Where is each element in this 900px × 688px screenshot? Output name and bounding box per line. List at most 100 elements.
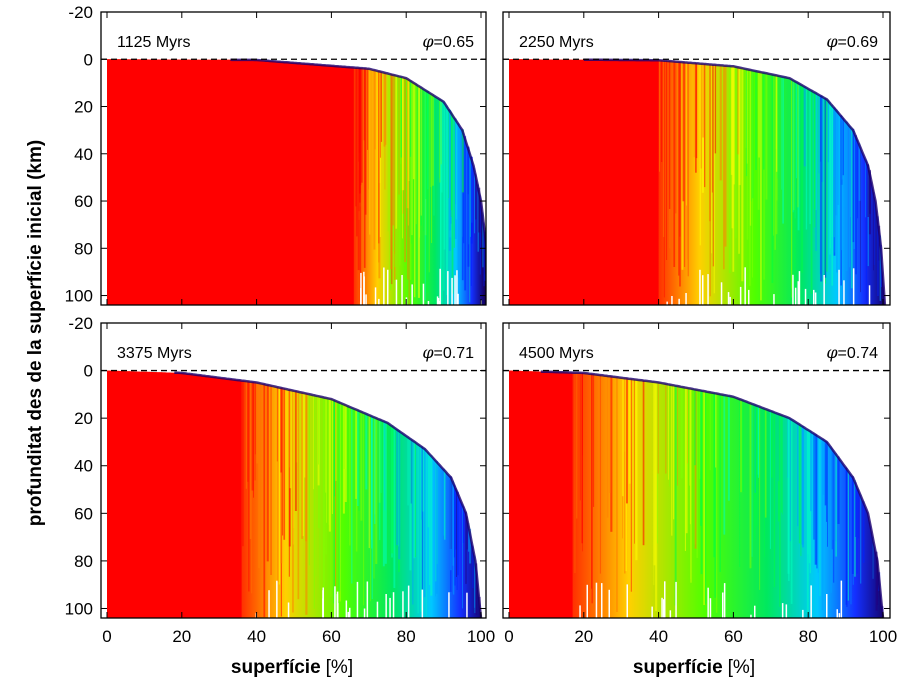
- streak: [671, 384, 673, 536]
- streak: [467, 146, 470, 267]
- streak: [813, 433, 815, 540]
- streak: [782, 415, 783, 515]
- streak: [832, 449, 834, 540]
- streak: [423, 89, 425, 232]
- white-gap: [813, 289, 815, 305]
- streak: [479, 195, 481, 275]
- white-gap: [347, 611, 349, 618]
- streak: [482, 212, 484, 268]
- y-tick-label: 80: [74, 239, 93, 258]
- white-gap: [385, 594, 387, 618]
- streak: [879, 235, 882, 301]
- streak: [358, 410, 360, 511]
- streak: [666, 60, 668, 260]
- streak: [414, 83, 416, 298]
- streak: [242, 380, 244, 547]
- streak: [800, 425, 802, 557]
- streak: [764, 408, 767, 518]
- streak: [801, 425, 804, 545]
- streak: [363, 68, 366, 268]
- streak: [695, 63, 698, 159]
- streak: [488, 274, 490, 286]
- streak: [443, 101, 446, 250]
- streak: [288, 389, 290, 468]
- x-tick-label: 80: [397, 627, 416, 646]
- white-gap: [651, 606, 653, 618]
- streak: [858, 143, 861, 201]
- streak: [319, 396, 321, 589]
- streak: [351, 407, 353, 584]
- white-gap: [814, 292, 817, 305]
- streak: [765, 73, 768, 200]
- phi-value: =0.65: [434, 34, 475, 51]
- panel-phi-label: φ=0.74: [826, 343, 878, 362]
- streak: [430, 455, 433, 596]
- streak: [440, 99, 441, 300]
- white-gap: [729, 296, 731, 305]
- streak: [378, 71, 380, 244]
- streak: [764, 408, 765, 557]
- white-gap: [349, 607, 351, 618]
- streak: [792, 80, 794, 213]
- x-axis-unit-right: [%]: [728, 657, 755, 678]
- streak: [474, 168, 476, 234]
- streak: [278, 387, 281, 585]
- white-gap: [411, 284, 413, 305]
- streak: [393, 427, 396, 588]
- streak: [715, 393, 718, 613]
- streak: [251, 381, 253, 594]
- unmixed-region: [107, 59, 354, 305]
- streak: [468, 523, 470, 552]
- y-tick-label: 20: [74, 98, 93, 117]
- streak: [248, 381, 250, 592]
- streak: [598, 374, 600, 616]
- white-gap: [389, 597, 391, 618]
- streak: [414, 442, 416, 558]
- streak: [371, 415, 373, 540]
- surface-rim: [174, 371, 483, 618]
- streak: [401, 77, 405, 191]
- white-gap: [376, 601, 379, 618]
- streak: [850, 127, 853, 289]
- white-gap: [438, 301, 440, 305]
- white-gap: [664, 581, 666, 618]
- streak: [719, 394, 721, 572]
- white-gap: [439, 268, 441, 305]
- streak: [872, 537, 874, 579]
- streak: [739, 398, 741, 567]
- phi-value: =0.69: [838, 34, 879, 51]
- phi-symbol: φ: [826, 32, 838, 51]
- white-gap: [838, 613, 841, 618]
- panel-time-label: 4500 Myrs: [519, 345, 594, 362]
- streak: [420, 446, 423, 612]
- streak: [335, 400, 337, 588]
- streak: [728, 66, 731, 273]
- streak: [810, 431, 812, 512]
- white-gap: [739, 286, 742, 305]
- white-gap: [666, 301, 668, 305]
- streak: [370, 415, 371, 602]
- streak: [266, 384, 269, 562]
- streak: [868, 169, 871, 235]
- white-gap: [608, 589, 610, 618]
- streak: [427, 452, 430, 528]
- streak: [357, 67, 360, 271]
- streak: [814, 434, 817, 565]
- streak: [635, 379, 638, 561]
- streak: [355, 67, 357, 207]
- streak: [709, 64, 711, 297]
- streak: [833, 450, 835, 583]
- white-gap: [448, 592, 450, 618]
- streak: [833, 107, 835, 177]
- streak: [470, 156, 473, 238]
- streak: [686, 62, 687, 206]
- streak: [663, 60, 665, 237]
- white-gap: [707, 274, 709, 305]
- panel-4: 0 20 40 60 80 100 4500 Myrs φ=0.74: [502, 322, 897, 646]
- streak: [402, 77, 403, 239]
- streak: [280, 387, 283, 564]
- white-gap: [601, 583, 603, 618]
- streak: [474, 555, 476, 608]
- unmixed-region: [509, 59, 659, 305]
- white-gap: [422, 283, 425, 305]
